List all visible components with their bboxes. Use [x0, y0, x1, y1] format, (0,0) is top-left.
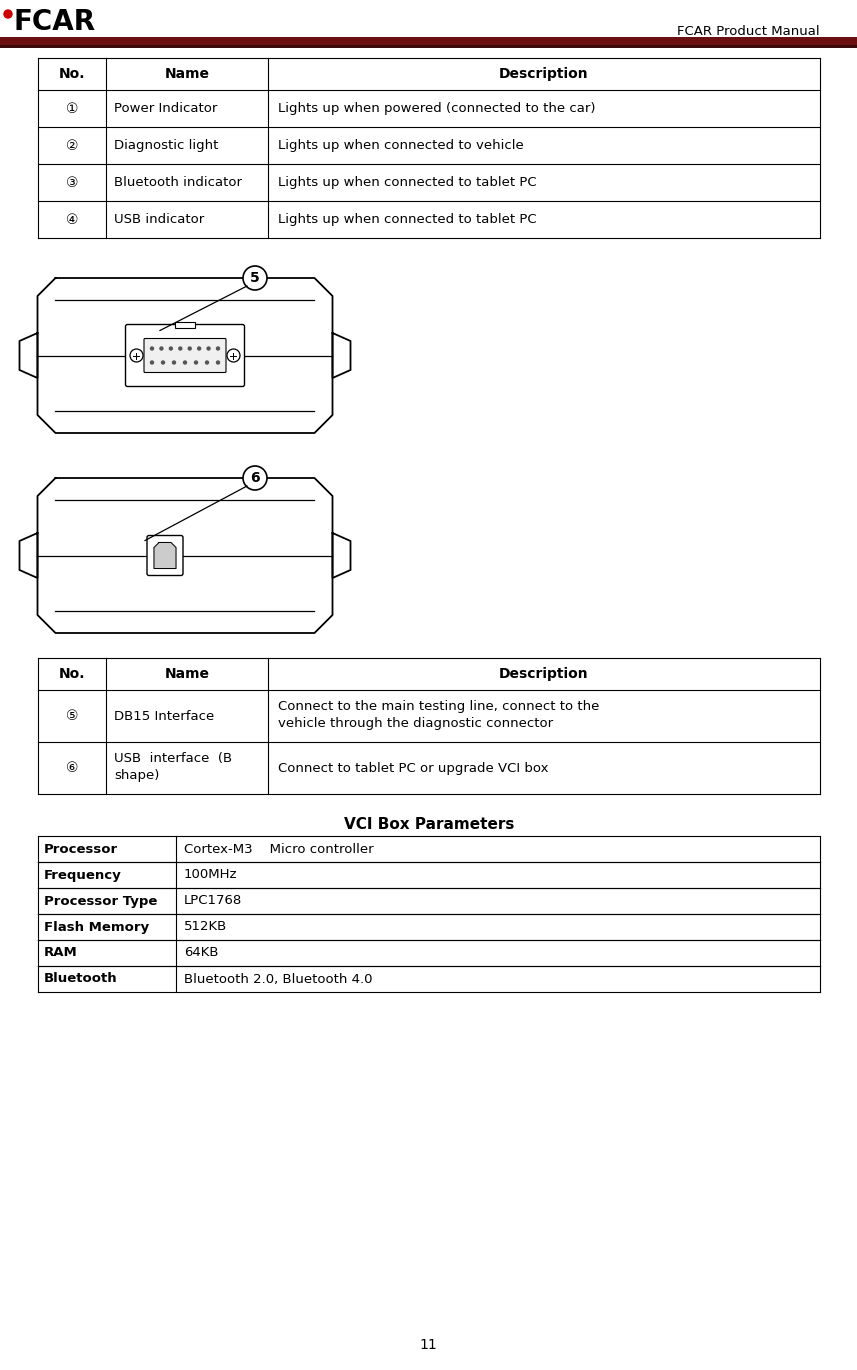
Text: Lights up when connected to vehicle: Lights up when connected to vehicle — [278, 138, 524, 152]
Bar — [175, 322, 195, 327]
Text: ②: ② — [66, 138, 78, 152]
Text: ④: ④ — [66, 212, 78, 226]
Polygon shape — [333, 333, 351, 378]
Text: shape): shape) — [114, 769, 159, 782]
Bar — [0, 37, 857, 45]
Bar — [0, 45, 857, 48]
Circle shape — [169, 347, 173, 351]
Text: Processor Type: Processor Type — [44, 895, 158, 907]
Polygon shape — [20, 533, 38, 578]
Polygon shape — [38, 478, 333, 633]
Circle shape — [159, 347, 164, 351]
Text: Flash Memory: Flash Memory — [44, 921, 149, 933]
Text: 11: 11 — [420, 1338, 437, 1352]
Circle shape — [197, 347, 201, 351]
Circle shape — [227, 349, 240, 362]
Circle shape — [161, 360, 165, 364]
Circle shape — [4, 10, 12, 18]
Text: Description: Description — [499, 67, 589, 81]
Text: ③: ③ — [66, 175, 78, 189]
Text: Name: Name — [165, 67, 209, 81]
Text: FCAR Product Manual: FCAR Product Manual — [677, 25, 820, 38]
Text: 5: 5 — [250, 271, 260, 285]
Circle shape — [150, 347, 154, 351]
Text: DB15 Interface: DB15 Interface — [114, 710, 214, 722]
Text: Lights up when powered (connected to the car): Lights up when powered (connected to the… — [278, 101, 596, 115]
Circle shape — [178, 347, 183, 351]
Text: Bluetooth 2.0, Bluetooth 4.0: Bluetooth 2.0, Bluetooth 4.0 — [184, 973, 373, 985]
Circle shape — [216, 360, 220, 364]
Circle shape — [243, 466, 267, 490]
Text: Name: Name — [165, 667, 209, 681]
Text: No.: No. — [59, 67, 85, 81]
Text: Power Indicator: Power Indicator — [114, 101, 218, 115]
Polygon shape — [38, 278, 333, 433]
Text: Processor: Processor — [44, 843, 118, 855]
Circle shape — [150, 360, 154, 364]
Text: Cortex-M3    Micro controller: Cortex-M3 Micro controller — [184, 843, 374, 855]
Text: 64KB: 64KB — [184, 947, 219, 959]
Polygon shape — [333, 533, 351, 578]
Text: USB indicator: USB indicator — [114, 212, 204, 226]
Circle shape — [216, 347, 220, 351]
Text: Frequency: Frequency — [44, 869, 122, 881]
Text: LPC1768: LPC1768 — [184, 895, 243, 907]
Polygon shape — [154, 543, 176, 569]
Text: VCI Box Parameters: VCI Box Parameters — [344, 817, 514, 832]
Circle shape — [194, 360, 198, 364]
Text: ①: ① — [66, 101, 78, 115]
Circle shape — [130, 349, 143, 362]
FancyBboxPatch shape — [144, 338, 226, 373]
Text: Lights up when connected to tablet PC: Lights up when connected to tablet PC — [278, 175, 536, 189]
Text: Lights up when connected to tablet PC: Lights up when connected to tablet PC — [278, 212, 536, 226]
Text: 100MHz: 100MHz — [184, 869, 237, 881]
Text: USB  interface  (B: USB interface (B — [114, 752, 232, 764]
Text: vehicle through the diagnostic connector: vehicle through the diagnostic connector — [278, 717, 553, 730]
Text: Bluetooth: Bluetooth — [44, 973, 117, 985]
Circle shape — [243, 266, 267, 290]
Text: No.: No. — [59, 667, 85, 681]
Text: Connect to the main testing line, connect to the: Connect to the main testing line, connec… — [278, 700, 599, 712]
Text: FCAR: FCAR — [14, 8, 96, 36]
Circle shape — [207, 347, 211, 351]
FancyBboxPatch shape — [125, 325, 244, 386]
Text: Bluetooth indicator: Bluetooth indicator — [114, 175, 242, 189]
Polygon shape — [20, 333, 38, 378]
Text: 6: 6 — [250, 471, 260, 485]
Circle shape — [188, 347, 192, 351]
Text: ⑥: ⑥ — [66, 760, 78, 775]
Circle shape — [205, 360, 209, 364]
FancyBboxPatch shape — [147, 536, 183, 575]
Text: 512KB: 512KB — [184, 921, 227, 933]
Circle shape — [183, 360, 187, 364]
Text: RAM: RAM — [44, 947, 78, 959]
Text: Diagnostic light: Diagnostic light — [114, 138, 219, 152]
Circle shape — [171, 360, 177, 364]
Text: ⑤: ⑤ — [66, 710, 78, 723]
Text: Description: Description — [499, 667, 589, 681]
Text: Connect to tablet PC or upgrade VCI box: Connect to tablet PC or upgrade VCI box — [278, 762, 548, 774]
